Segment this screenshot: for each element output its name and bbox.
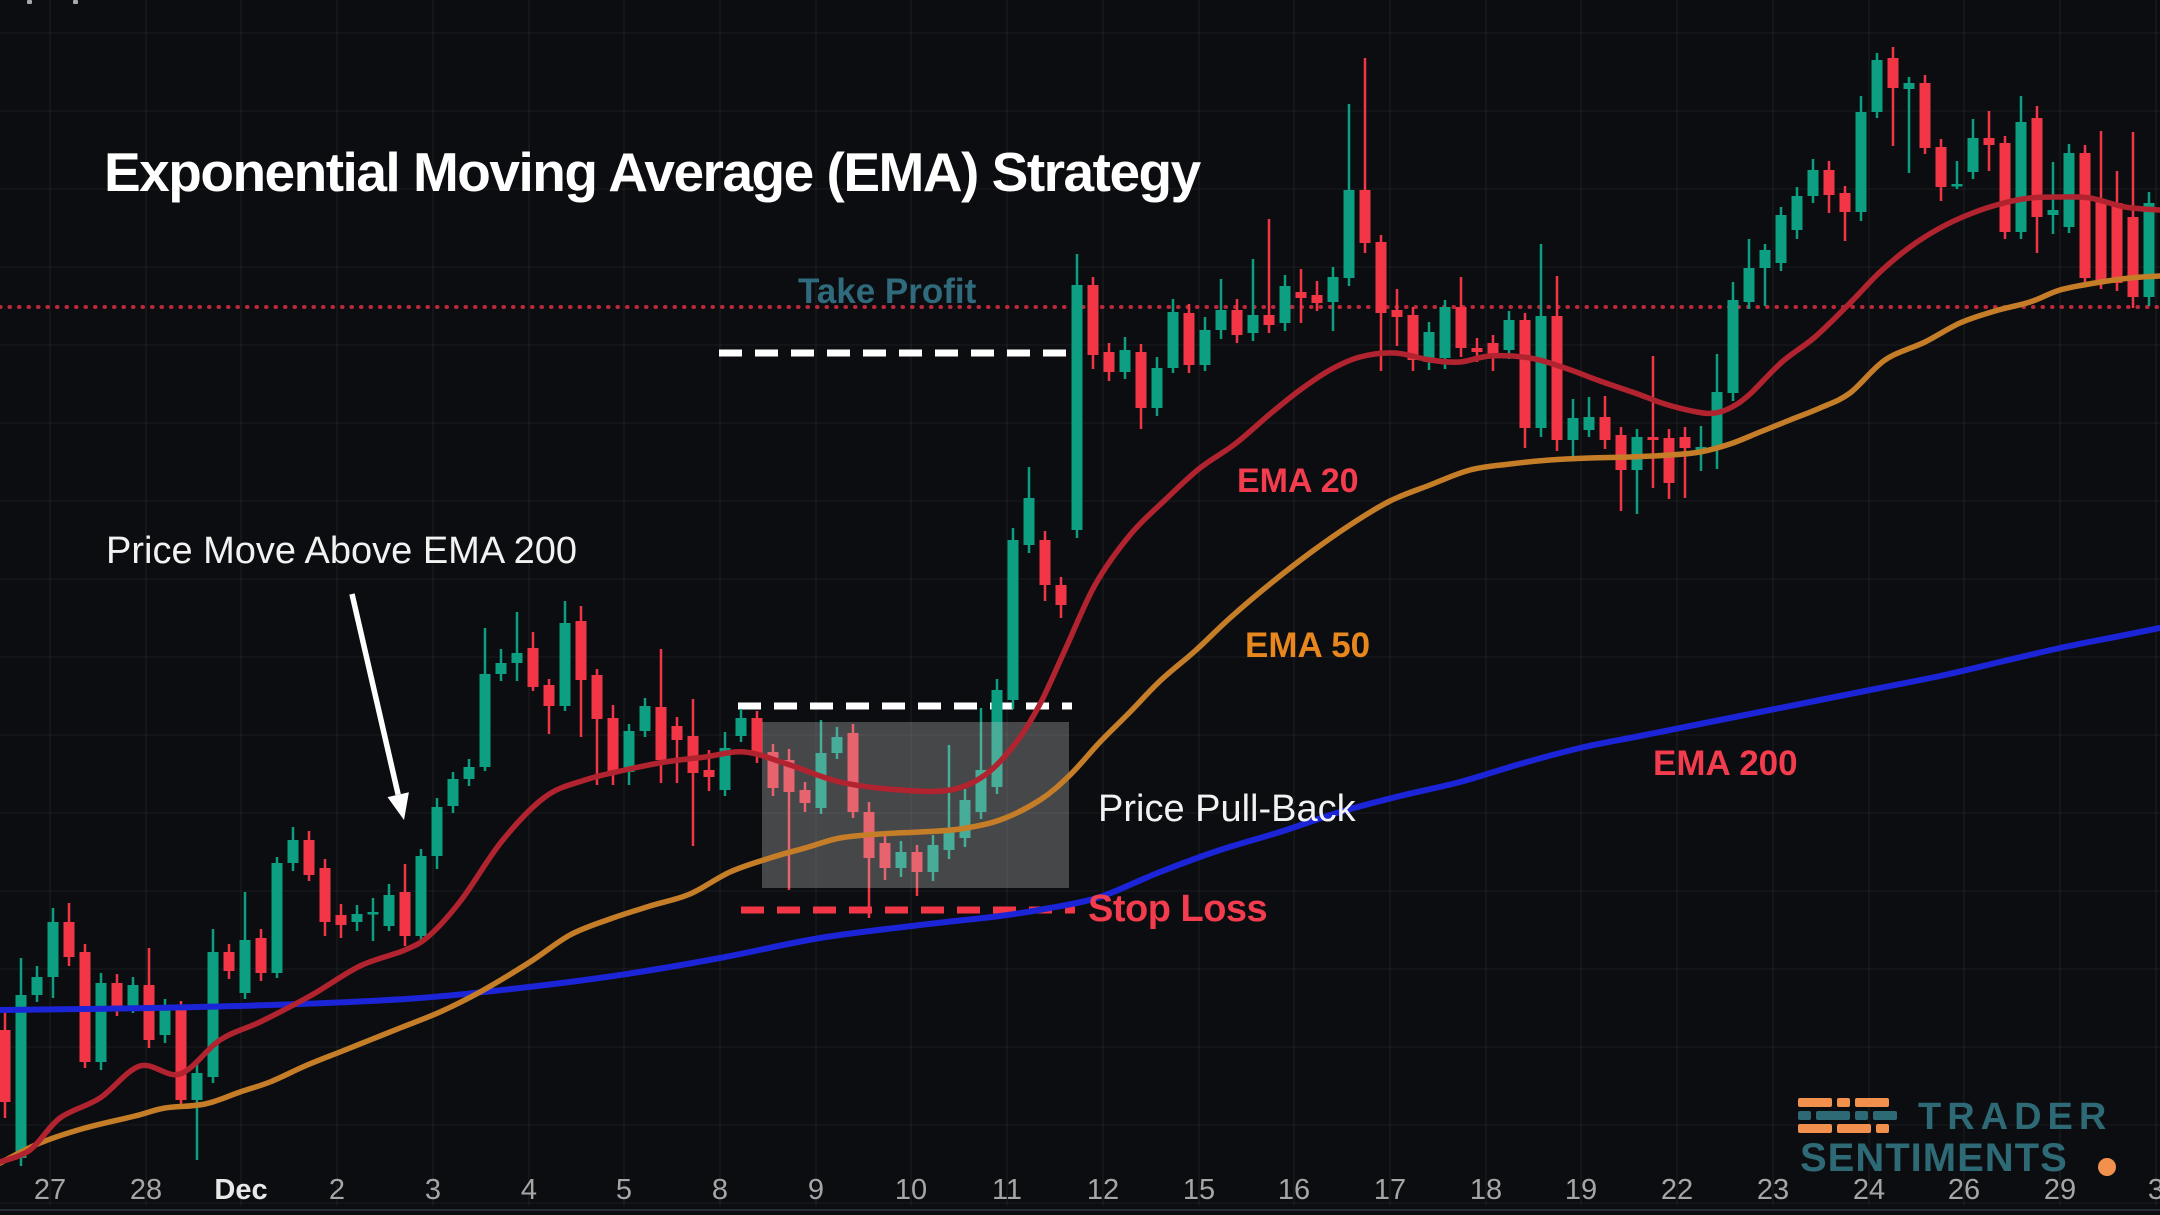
ema200-line [0, 625, 2160, 1013]
ema50-label: EMA 50 [1245, 626, 1371, 665]
x-axis-label: 4 [521, 1174, 537, 1206]
logo-dashes-icon [1798, 1098, 1910, 1134]
x-axis-label: 10 [895, 1174, 927, 1206]
candlestick-series [0, 47, 2155, 1166]
x-axis-label: 3 [2148, 1174, 2160, 1206]
logo-orange-dot [2098, 1158, 2116, 1176]
x-axis-label: 16 [1278, 1174, 1310, 1206]
cropped-text-artifact [27, 0, 32, 4]
x-axis-label: 27 [34, 1174, 66, 1206]
x-axis-label: 5 [616, 1174, 632, 1206]
x-axis-label: 9 [808, 1174, 824, 1206]
x-axis-label: Dec [214, 1174, 267, 1206]
chart-title: Exponential Moving Average (EMA) Strateg… [104, 141, 1201, 203]
price-move-arrow [349, 593, 409, 820]
x-axis-label: 12 [1087, 1174, 1119, 1206]
x-axis-label: 3 [425, 1174, 441, 1206]
logo-text-sentiments: SENTIMENTS [1800, 1136, 2068, 1180]
x-axis-label: 24 [1853, 1174, 1885, 1206]
price-pullback-label: Price Pull-Back [1098, 788, 1356, 830]
price-move-above-ema200-label: Price Move Above EMA 200 [106, 530, 578, 572]
x-axis-label: 23 [1757, 1174, 1789, 1206]
ema50-line [0, 273, 2160, 1166]
x-axis-label: 28 [130, 1174, 162, 1206]
stop-loss-label: Stop Loss [1088, 888, 1268, 930]
take-profit-label: Take Profit [798, 272, 977, 311]
pullback-zone-box [762, 722, 1069, 888]
x-axis-label: 11 [992, 1174, 1022, 1206]
x-axis-label: 29 [2044, 1174, 2076, 1206]
x-axis-label: 15 [1183, 1174, 1215, 1206]
x-axis-label: 2 [329, 1174, 345, 1206]
x-axis: 27 28 Dec 2 3 4 5 8 9 10 11 12 15 16 17 18 19 22 23 24 26 29 3 [0, 1174, 2160, 1211]
x-axis-label: 17 [1374, 1174, 1406, 1206]
cropped-text-artifact [73, 0, 78, 4]
x-axis-label: 22 [1661, 1174, 1693, 1206]
logo-text-trader: TRADER [1918, 1096, 2113, 1138]
x-axis-label: 26 [1948, 1174, 1980, 1206]
x-axis-label: 18 [1470, 1174, 1502, 1206]
ema20-label: EMA 20 [1237, 462, 1359, 500]
ema200-label: EMA 200 [1653, 744, 1798, 783]
x-axis-label: 19 [1565, 1174, 1597, 1206]
ema20-line [0, 194, 2160, 1165]
x-axis-label: 8 [712, 1174, 728, 1206]
